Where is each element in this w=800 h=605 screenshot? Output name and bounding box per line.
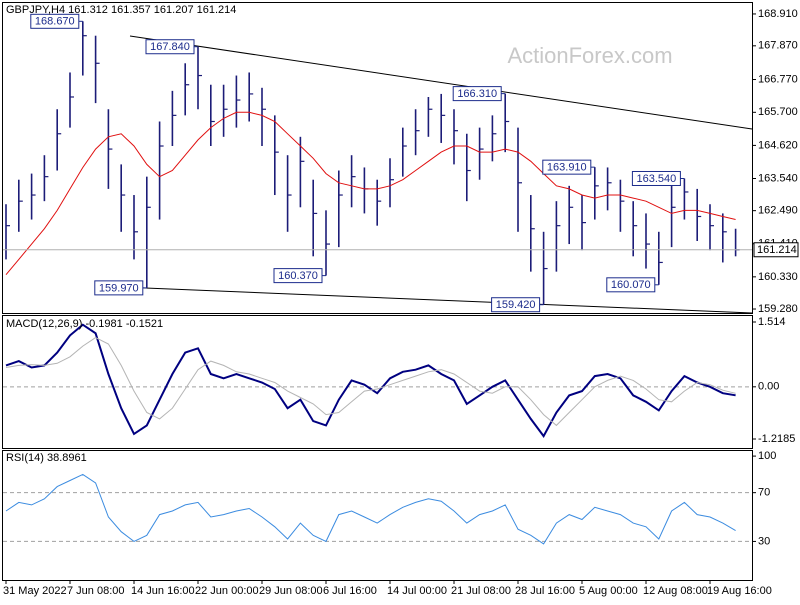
annotation-box	[273, 268, 323, 284]
y-tick-label: 100	[758, 450, 776, 462]
annotation-label: 166.310	[457, 88, 497, 100]
y-tick-label: 70	[758, 487, 770, 499]
annotation-label: 168.670	[35, 16, 75, 28]
indicator-line	[5, 473, 736, 545]
y-tick-label: 30	[758, 535, 770, 547]
watermark: ActionForex.com	[507, 43, 672, 68]
x-tick-label: 12 Aug 08:00	[643, 585, 708, 597]
annotation-box	[452, 86, 502, 102]
y-tick-label: 165.700	[758, 106, 798, 118]
y-tick-label: 0.00	[758, 381, 779, 393]
y-tick-label: 160.330	[758, 271, 798, 283]
price-label: 161.214	[757, 244, 797, 256]
price-panel	[2, 2, 753, 314]
moving-average	[5, 111, 736, 276]
annotation-box	[145, 39, 195, 55]
x-tick-label: 28 Jul 16:00	[515, 585, 575, 597]
annotation-label: 159.420	[496, 299, 536, 311]
y-tick-label: 162.490	[758, 205, 798, 217]
y-tick-label: -1.2185	[758, 433, 795, 445]
y-tick-label: 1.514	[758, 316, 786, 328]
y-tick-label: 168.910	[758, 8, 798, 20]
annotation-box	[30, 13, 80, 29]
annotation-label: 159.970	[99, 282, 139, 294]
annotation-label: 160.070	[611, 279, 651, 291]
panel-title: RSI(14) 38.8961	[6, 452, 87, 464]
upper-trendline	[129, 35, 753, 130]
x-tick-label: 31 May 2022	[3, 585, 67, 597]
x-tick-label: 21 Jul 08:00	[451, 585, 511, 597]
x-tick-label: 14 Jun 16:00	[131, 585, 195, 597]
panel-title: MACD(12,26,9) -0.1981 -0.1521	[6, 318, 163, 330]
annotation-box	[631, 170, 681, 186]
annotation-label: 167.840	[150, 41, 190, 53]
indicator-line	[5, 323, 736, 438]
x-tick-label: 19 Aug 16:00	[707, 585, 772, 597]
y-tick-label: 164.620	[758, 139, 798, 151]
y-tick-label: 166.770	[758, 73, 798, 85]
x-tick-label: 29 Jun 08:00	[259, 585, 323, 597]
x-tick-label: 5 Aug 00:00	[579, 585, 638, 597]
annotation-box	[542, 159, 592, 175]
annotation-label: 163.540	[637, 173, 677, 185]
annotation-label: 160.370	[278, 270, 318, 282]
y-tick-label: 163.540	[758, 172, 798, 184]
annotation-box	[606, 277, 656, 293]
x-tick-label: 7 Jun 08:00	[67, 585, 125, 597]
panel-title: GBPJPY,H4 161.312 161.357 161.207 161.21…	[6, 4, 236, 16]
annotation-label: 163.910	[547, 162, 587, 174]
macd-panel	[2, 315, 753, 449]
indicator-line	[5, 337, 736, 427]
annotation-box	[94, 280, 144, 296]
lower-trendline	[96, 285, 753, 314]
price-box	[753, 242, 799, 258]
x-tick-label: 14 Jul 00:00	[387, 585, 447, 597]
y-tick-label: 159.280	[758, 303, 798, 315]
annotation-box	[491, 297, 541, 313]
x-tick-label: 6 Jul 16:00	[323, 585, 377, 597]
rsi-panel	[2, 450, 753, 581]
y-tick-label: 167.870	[758, 40, 798, 52]
x-tick-label: 22 Jun 00:00	[195, 585, 259, 597]
